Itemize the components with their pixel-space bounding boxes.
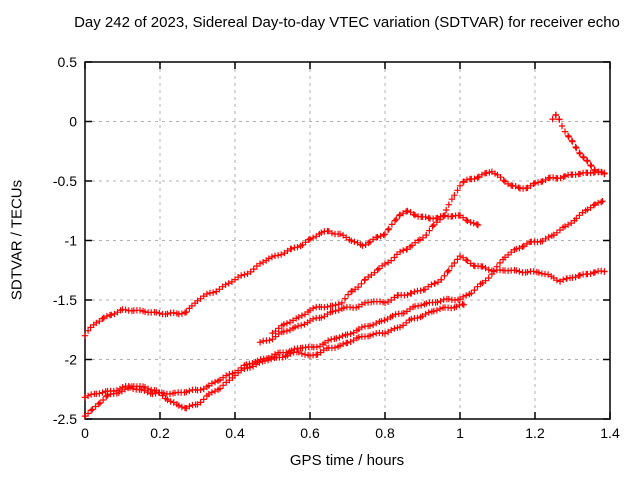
x-tick-label: 1.4 (600, 425, 620, 441)
data-series-trace-5 (269, 168, 608, 337)
x-axis-title: GPS time / hours (289, 452, 405, 469)
data-series-trace-3 (81, 198, 606, 420)
x-tick-label: 0.8 (375, 425, 395, 441)
x-tick-label: 1 (456, 425, 464, 441)
y-tick-label: 0 (69, 114, 77, 130)
y-tick-label: 0.5 (58, 54, 78, 70)
y-tick-label: -1 (65, 233, 78, 249)
x-tick-label: 0.4 (225, 425, 245, 441)
y-tick-label: -2 (65, 352, 78, 368)
y-tick-label: -1.5 (53, 292, 77, 308)
series-group (81, 111, 608, 420)
x-tick-label: 0 (81, 425, 89, 441)
data-series-trace-1 (81, 207, 482, 339)
y-tick-label: -0.5 (53, 173, 77, 189)
data-series-trace-6 (549, 111, 608, 178)
x-tick-label: 0.2 (150, 425, 170, 441)
y-tick-label: -2.5 (53, 411, 77, 427)
plot-border (84, 61, 611, 420)
chart-title: Day 242 of 2023, Sidereal Day-to-day VTE… (74, 14, 620, 31)
x-tick-label: 0.6 (300, 425, 320, 441)
x-tick-label: 1.2 (525, 425, 545, 441)
data-series-trace-4 (256, 252, 608, 346)
